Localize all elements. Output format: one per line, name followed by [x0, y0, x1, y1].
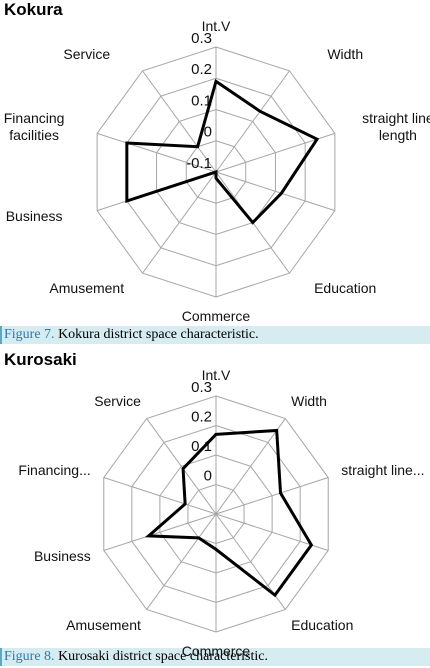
tick-label: -0.1 — [186, 155, 212, 172]
axis-label: Width — [291, 393, 327, 410]
chart-title: Kokura — [4, 0, 63, 19]
caption-label: Figure 7. — [4, 327, 55, 342]
axis-label: Amusement — [66, 616, 141, 633]
spoke — [215, 477, 329, 515]
spoke — [215, 171, 336, 212]
axis-label: Education — [291, 616, 354, 633]
spoke — [103, 477, 217, 515]
caption-label: Figure 8. — [4, 649, 55, 664]
spoke — [215, 418, 286, 515]
tick-label: 0.3 — [191, 30, 212, 47]
spoke — [146, 418, 217, 515]
data-line — [144, 428, 314, 598]
spoke — [142, 70, 217, 173]
spoke — [96, 132, 217, 173]
axis-label: straight line... — [341, 462, 425, 479]
axis-label: Width — [327, 45, 364, 62]
chart-title: Kurosaki — [4, 350, 77, 369]
data-line — [125, 78, 320, 225]
caption-text: Kurosaki district space characteristic. — [58, 649, 268, 664]
axis-label: Business — [33, 547, 91, 564]
tick-label: 0 — [204, 467, 212, 484]
spoke — [142, 171, 217, 274]
axis-label: Service — [63, 45, 111, 62]
axis-label: Int.V — [201, 367, 231, 383]
axis-label: Amusement — [49, 280, 125, 297]
tick-label: 0.1 — [191, 92, 212, 109]
spoke — [215, 70, 290, 173]
spoke — [103, 513, 217, 551]
axis-label: Education — [314, 280, 377, 297]
axis-label: Commerce — [181, 643, 251, 659]
axis-label: Service — [94, 393, 141, 410]
axis-label: Financing facilities — [3, 110, 65, 144]
axis-label: Commerce — [181, 308, 251, 324]
tick-label: 0 — [204, 124, 212, 141]
tick-label: 0.2 — [191, 408, 212, 425]
axis-label: straight line length — [362, 110, 430, 144]
caption-text: Kokura district space characteristic. — [58, 327, 259, 342]
caption: Figure 7. Kokura district space characte… — [0, 326, 430, 344]
caption: Figure 8. Kurosaki district space charac… — [0, 648, 430, 666]
spoke — [146, 513, 217, 610]
axis-label: Business — [5, 207, 63, 224]
axis-label: Int.V — [201, 18, 231, 34]
tick-label: 0.2 — [191, 61, 212, 78]
tick-label: 0.3 — [191, 379, 212, 396]
axis-label: Financing... — [18, 462, 91, 479]
